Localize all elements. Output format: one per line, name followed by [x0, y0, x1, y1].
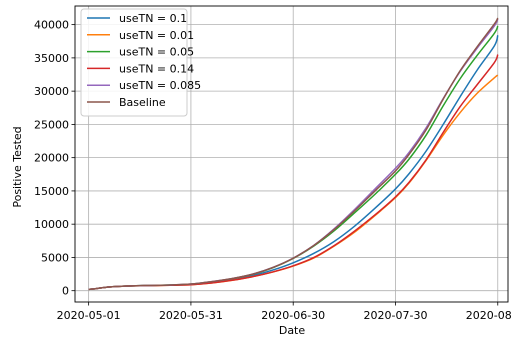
y-tick-label: 10000	[34, 218, 69, 231]
y-tick-label: 20000	[34, 152, 69, 165]
y-tick-label: 15000	[34, 185, 69, 198]
legend-label: useTN = 0.14	[119, 62, 194, 75]
legend-box	[80, 8, 188, 117]
legend: useTN = 0.1 useTN = 0.01 useTN = 0.05 useTN…	[80, 8, 201, 117]
grid-lines	[75, 6, 508, 302]
y-axis-label: Positive Tested	[11, 126, 24, 207]
y-tick-label: 35000	[34, 52, 69, 65]
x-tick-label: 2020-05-01	[57, 309, 121, 322]
x-tick-label: 2020-08-29	[466, 309, 511, 322]
series-line	[88, 17, 499, 291]
legend-label: useTN = 0.01	[119, 29, 194, 42]
x-tick-label: 2020-05-31	[159, 309, 223, 322]
y-tick-label: 30000	[34, 85, 69, 98]
y-tick-label: 5000	[41, 251, 69, 264]
plot-frame	[74, 5, 509, 303]
y-tick-label: 40000	[34, 19, 69, 32]
x-axis-label: Date	[279, 324, 306, 337]
x-tick-label: 2020-07-30	[364, 309, 428, 322]
legend-label: useTN = 0.1	[119, 12, 187, 25]
y-tick-label: 25000	[34, 118, 69, 131]
legend-label: Baseline	[119, 96, 166, 109]
y-tick-label: 0	[62, 285, 69, 298]
legend-label: useTN = 0.05	[119, 46, 194, 59]
axis-ticks: 0 5000 10000 15000 20000 25000 30000 35000 40000…	[34, 19, 511, 322]
series-lines	[88, 17, 499, 291]
x-tick-label: 2020-06-30	[261, 309, 325, 322]
legend-label: useTN = 0.085	[119, 79, 201, 92]
